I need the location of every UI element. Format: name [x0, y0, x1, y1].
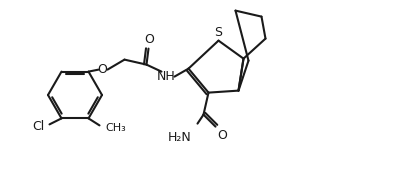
Text: Cl: Cl	[32, 120, 45, 133]
Text: CH₃: CH₃	[106, 123, 126, 133]
Text: O: O	[218, 129, 227, 142]
Text: H₂N: H₂N	[168, 131, 191, 144]
Text: O: O	[145, 33, 154, 46]
Text: O: O	[98, 63, 108, 76]
Text: NH: NH	[157, 70, 176, 83]
Text: S: S	[214, 26, 223, 39]
